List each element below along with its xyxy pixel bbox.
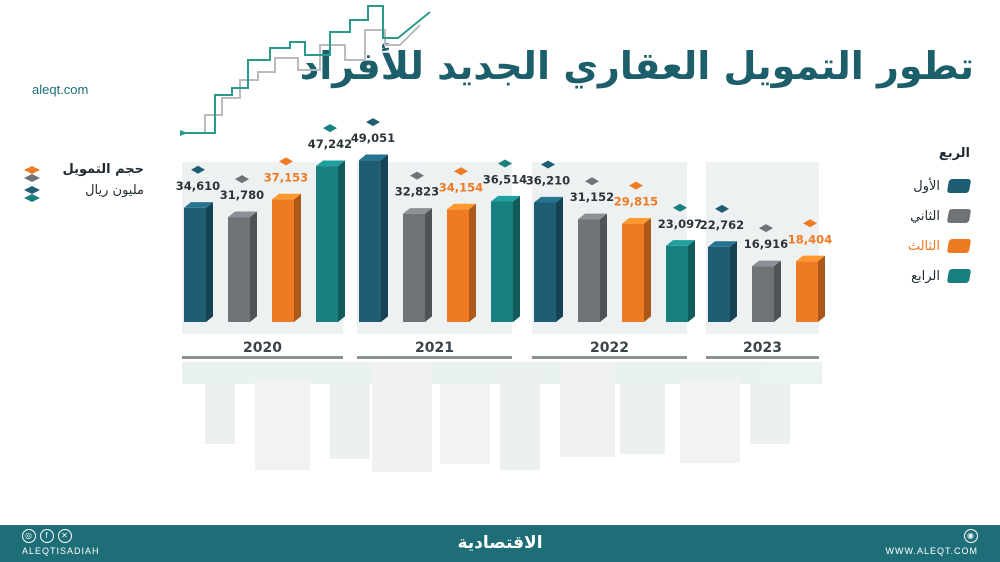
- legend-label-q4: الرابع: [911, 268, 940, 284]
- footer-social: ◎ f ✕ ALEQTISADIAH: [22, 529, 100, 556]
- instagram-icon[interactable]: ◎: [22, 529, 36, 543]
- bar-2023-q1: [708, 241, 737, 322]
- bar-2023-q2: [752, 260, 781, 322]
- footer-website: ◉ WWW.ALEQT.COM: [885, 529, 978, 556]
- data-label-2021-q3: 34,154: [439, 180, 483, 194]
- bar-2021-q3: [447, 203, 476, 322]
- year-label-2020: 2020: [243, 340, 282, 356]
- data-label-2021-q2: 32,823: [395, 185, 439, 199]
- diamond-marker-2023-q2: [759, 224, 773, 233]
- site-url[interactable]: aleqt.com: [32, 82, 89, 97]
- footer-handle[interactable]: ALEQTISADIAH: [22, 546, 100, 556]
- footer-brand-logo: الاقتصادية: [457, 533, 543, 553]
- diamond-marker-2022-q4: [673, 203, 687, 212]
- year-label-2021: 2021: [415, 340, 454, 356]
- bar-2020-q3: [272, 193, 301, 322]
- diamond-marker-2021-q4: [498, 159, 512, 168]
- data-label-2022-q1: 36,210: [526, 174, 570, 188]
- bar-2021-q1: [359, 154, 388, 322]
- bar-2022-q1: [534, 196, 563, 322]
- legend-heading: الربع: [938, 146, 970, 161]
- facebook-icon[interactable]: f: [40, 529, 54, 543]
- data-label-2022-q2: 31,152: [570, 190, 614, 204]
- data-label-2020-q4: 47,242: [308, 137, 352, 151]
- data-label-2020-q2: 31,780: [220, 188, 264, 202]
- legend: الربع الأول الثاني الثالث الرابع: [860, 146, 972, 291]
- data-label-2022-q4: 23,097: [658, 217, 702, 231]
- data-label-2023-q2: 16,916: [744, 237, 788, 251]
- data-label-2021-q4: 36,514: [483, 173, 527, 187]
- legend-label-q2: الثاني: [910, 208, 940, 224]
- data-label-2022-q3: 29,815: [614, 195, 658, 209]
- bar-2021-q2: [403, 208, 432, 322]
- year-label-2022: 2022: [590, 340, 629, 356]
- year-divider-2020: [182, 356, 343, 359]
- year-divider-2022: [532, 356, 687, 359]
- year-label-2023: 2023: [743, 340, 782, 356]
- footer-bar: ◎ f ✕ ALEQTISADIAH الاقتصادية ◉ WWW.ALEQ…: [0, 525, 1000, 562]
- diamond-marker-2021-q3: [454, 167, 468, 176]
- year-divider-2021: [357, 356, 512, 359]
- bar-2021-q4: [491, 195, 520, 322]
- data-label-2023-q3: 18,404: [788, 232, 832, 246]
- legend-label-q3: الثالث: [907, 238, 940, 254]
- diamond-marker-2023-q3: [803, 219, 817, 228]
- diamond-marker-2022-q1: [541, 160, 555, 169]
- diamond-marker-2020-q3: [279, 157, 293, 166]
- x-icon[interactable]: ✕: [58, 529, 72, 543]
- diamond-marker-2023-q1: [715, 204, 729, 213]
- unit-line-currency: مليون ريال: [85, 183, 144, 198]
- diamond-marker-2022-q3: [629, 181, 643, 190]
- bar-2020-q2: [228, 211, 257, 322]
- diamond-marker-2022-q2: [585, 177, 599, 186]
- diamond-marker-2020-q4: [323, 124, 337, 133]
- legend-item-q4: الرابع: [860, 261, 972, 291]
- globe-icon: ◉: [964, 529, 978, 543]
- skyline-lineart-decoration: [180, 5, 431, 136]
- diamond-marker-2020-q1: [191, 165, 205, 174]
- data-label-2023-q1: 22,762: [700, 218, 744, 232]
- bar-2020-q1: [184, 202, 213, 322]
- diamond-marker-2021-q1: [366, 118, 380, 127]
- footer-url[interactable]: WWW.ALEQT.COM: [885, 546, 978, 556]
- bar-2023-q3: [796, 255, 825, 322]
- unit-label: حجم التمويل مليون ريال: [24, 162, 144, 202]
- legend-item-q3: الثالث: [860, 231, 972, 261]
- diamond-marker-2021-q2: [410, 171, 424, 180]
- legend-item-q1: الأول: [860, 171, 972, 201]
- unit-line-volume: حجم التمويل: [62, 162, 144, 177]
- legend-label-q1: الأول: [913, 178, 940, 194]
- bar-2020-q4: [316, 160, 345, 322]
- data-label-2021-q1: 49,051: [351, 131, 395, 145]
- chart-title: تطور التمويل العقاري الجديد للأفراد: [299, 44, 974, 88]
- year-divider-2023: [706, 356, 819, 359]
- data-label-2020-q3: 37,153: [264, 170, 308, 184]
- bar-2022-q3: [622, 218, 651, 322]
- legend-item-q2: الثاني: [860, 201, 972, 231]
- data-label-2020-q1: 34,610: [176, 179, 220, 193]
- bar-2022-q4: [666, 240, 695, 322]
- cityscape-decoration: [182, 362, 822, 472]
- diamond-marker-2020-q2: [235, 175, 249, 184]
- bar-2022-q2: [578, 213, 607, 322]
- unit-diamond-icons: [24, 166, 40, 202]
